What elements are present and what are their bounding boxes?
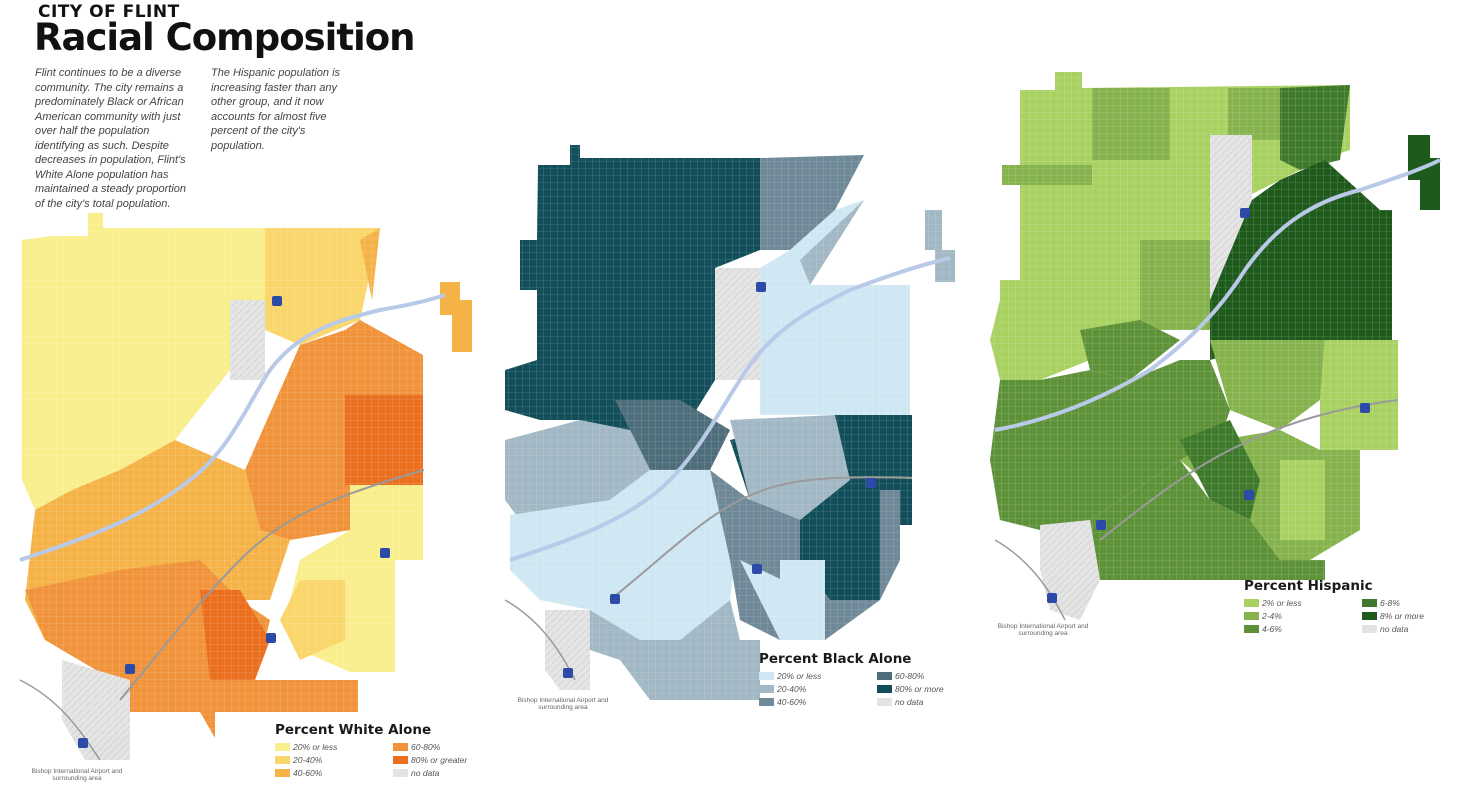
- legend-label: 40-60%: [777, 697, 807, 707]
- legend-swatch: [1244, 612, 1259, 620]
- legend-swatch: [759, 672, 774, 680]
- legend-title: Percent Hispanic: [1244, 578, 1373, 594]
- interstate-shield-icon: [752, 564, 762, 574]
- legend-item: 20% or less: [275, 742, 393, 752]
- legend-label: 80% or more: [895, 684, 944, 694]
- legend-item: 80% or greater: [393, 755, 483, 765]
- legend-swatch: [1244, 599, 1259, 607]
- legend-swatch: [877, 685, 892, 693]
- legend-item: 20-40%: [275, 755, 393, 765]
- legend-item: no data: [877, 697, 967, 707]
- legend-swatch: [393, 756, 408, 764]
- legend-swatch: [759, 685, 774, 693]
- street-grid-overlay: [990, 72, 1398, 580]
- legend-label: 40-60%: [293, 768, 323, 778]
- interstate-shield-icon: [1096, 520, 1106, 530]
- interstate-shield-icon: [563, 668, 573, 678]
- legend-swatch: [275, 743, 290, 751]
- interstate-shield-icon: [1047, 593, 1057, 603]
- legend-item: 6-8%: [1362, 598, 1452, 608]
- page-title: Racial Composition: [34, 16, 415, 59]
- hispanic-map: [990, 72, 1441, 621]
- legend-item: 2-4%: [1244, 611, 1362, 621]
- legend-swatch: [1362, 612, 1377, 620]
- legend-label: 60-80%: [895, 671, 925, 681]
- legend-item: 4-6%: [1244, 624, 1362, 634]
- legend-white-alone: Percent White Alone 20% or less 60-80% 2…: [275, 722, 483, 778]
- airport-label: Bishop International Airport and surroun…: [997, 623, 1089, 637]
- legend-swatch: [1362, 625, 1377, 633]
- legend-item: 20% or less: [759, 671, 877, 681]
- legend-label: 80% or greater: [411, 755, 468, 765]
- tract: [1408, 135, 1440, 210]
- interstate-shield-icon: [266, 633, 276, 643]
- legend-title: Percent White Alone: [275, 722, 432, 738]
- airport-label: Bishop International Airport and surroun…: [31, 768, 123, 782]
- legend-label: 20-40%: [777, 684, 807, 694]
- legend-swatch: [759, 698, 774, 706]
- legend-label: 2% or less: [1262, 598, 1302, 608]
- legend-items: 20% or less 60-80% 20-40% 80% or greater…: [275, 742, 483, 778]
- legend-label: no data: [1380, 624, 1409, 634]
- intro-paragraph-1: Flint continues to be a diverse communit…: [35, 67, 187, 210]
- interstate-shield-icon: [78, 738, 88, 748]
- legend-items: 2% or less 6-8% 2-4% 8% or more 4-6% no …: [1244, 598, 1452, 634]
- legend-swatch: [877, 698, 892, 706]
- legend-item: 8% or more: [1362, 611, 1452, 621]
- legend-item: 80% or more: [877, 684, 967, 694]
- interstate-shield-icon: [610, 594, 620, 604]
- interstate-shield-icon: [756, 282, 766, 292]
- legend-item: 2% or less: [1244, 598, 1362, 608]
- legend-items: 20% or less 60-80% 20-40% 80% or more 40…: [759, 671, 967, 707]
- interstate-shield-icon: [272, 296, 282, 306]
- tract: [440, 282, 472, 352]
- legend-item: 60-80%: [877, 671, 967, 681]
- legend-label: no data: [895, 697, 924, 707]
- legend-item: 20-40%: [759, 684, 877, 694]
- river-and-highways: [994, 158, 1441, 621]
- page-kicker: CITY OF FLINT: [38, 2, 180, 22]
- interstate-shield-icon: [125, 664, 135, 674]
- legend-swatch: [275, 769, 290, 777]
- black-alone-map: [504, 145, 955, 700]
- legend-label: 20% or less: [293, 742, 338, 752]
- legend-item: no data: [393, 768, 483, 778]
- intro-paragraph-2: The Hispanic population is increasing fa…: [211, 67, 341, 152]
- legend-label: 60-80%: [411, 742, 441, 752]
- legend-item: 60-80%: [393, 742, 483, 752]
- interstate-shield-icon: [1240, 208, 1250, 218]
- legend-swatch: [393, 769, 408, 777]
- legend-label: 6-8%: [1380, 598, 1400, 608]
- legend-label: 4-6%: [1262, 624, 1282, 634]
- highway-shields: [1047, 208, 1370, 603]
- legend-item: 40-60%: [759, 697, 877, 707]
- street-grid-overlay: [505, 145, 955, 700]
- legend-swatch: [393, 743, 408, 751]
- legend-label: 2-4%: [1262, 611, 1282, 621]
- highway-shields: [563, 282, 876, 678]
- legend-title: Percent Black Alone: [759, 651, 912, 667]
- legend-label: 20-40%: [293, 755, 323, 765]
- highway-shields: [78, 296, 390, 748]
- legend-swatch: [1362, 599, 1377, 607]
- street-grid-overlay: [22, 213, 424, 738]
- interstate-shield-icon: [866, 478, 876, 488]
- legend-black-alone: Percent Black Alone 20% or less 60-80% 2…: [759, 651, 967, 707]
- white-alone-map: [19, 213, 472, 761]
- legend-label: 20% or less: [777, 671, 822, 681]
- interstate-shield-icon: [1360, 403, 1370, 413]
- legend-swatch: [1244, 625, 1259, 633]
- legend-item: 40-60%: [275, 768, 393, 778]
- airport-label: Bishop International Airport and surroun…: [517, 697, 609, 711]
- legend-item: no data: [1362, 624, 1452, 634]
- legend-label: 8% or more: [1380, 611, 1424, 621]
- interstate-shield-icon: [380, 548, 390, 558]
- interstate-shield-icon: [1244, 490, 1254, 500]
- legend-swatch: [877, 672, 892, 680]
- legend-label: no data: [411, 768, 440, 778]
- legend-swatch: [275, 756, 290, 764]
- river-and-highways: [19, 293, 446, 761]
- legend-hispanic: Percent Hispanic 2% or less 6-8% 2-4% 8%…: [1244, 578, 1452, 634]
